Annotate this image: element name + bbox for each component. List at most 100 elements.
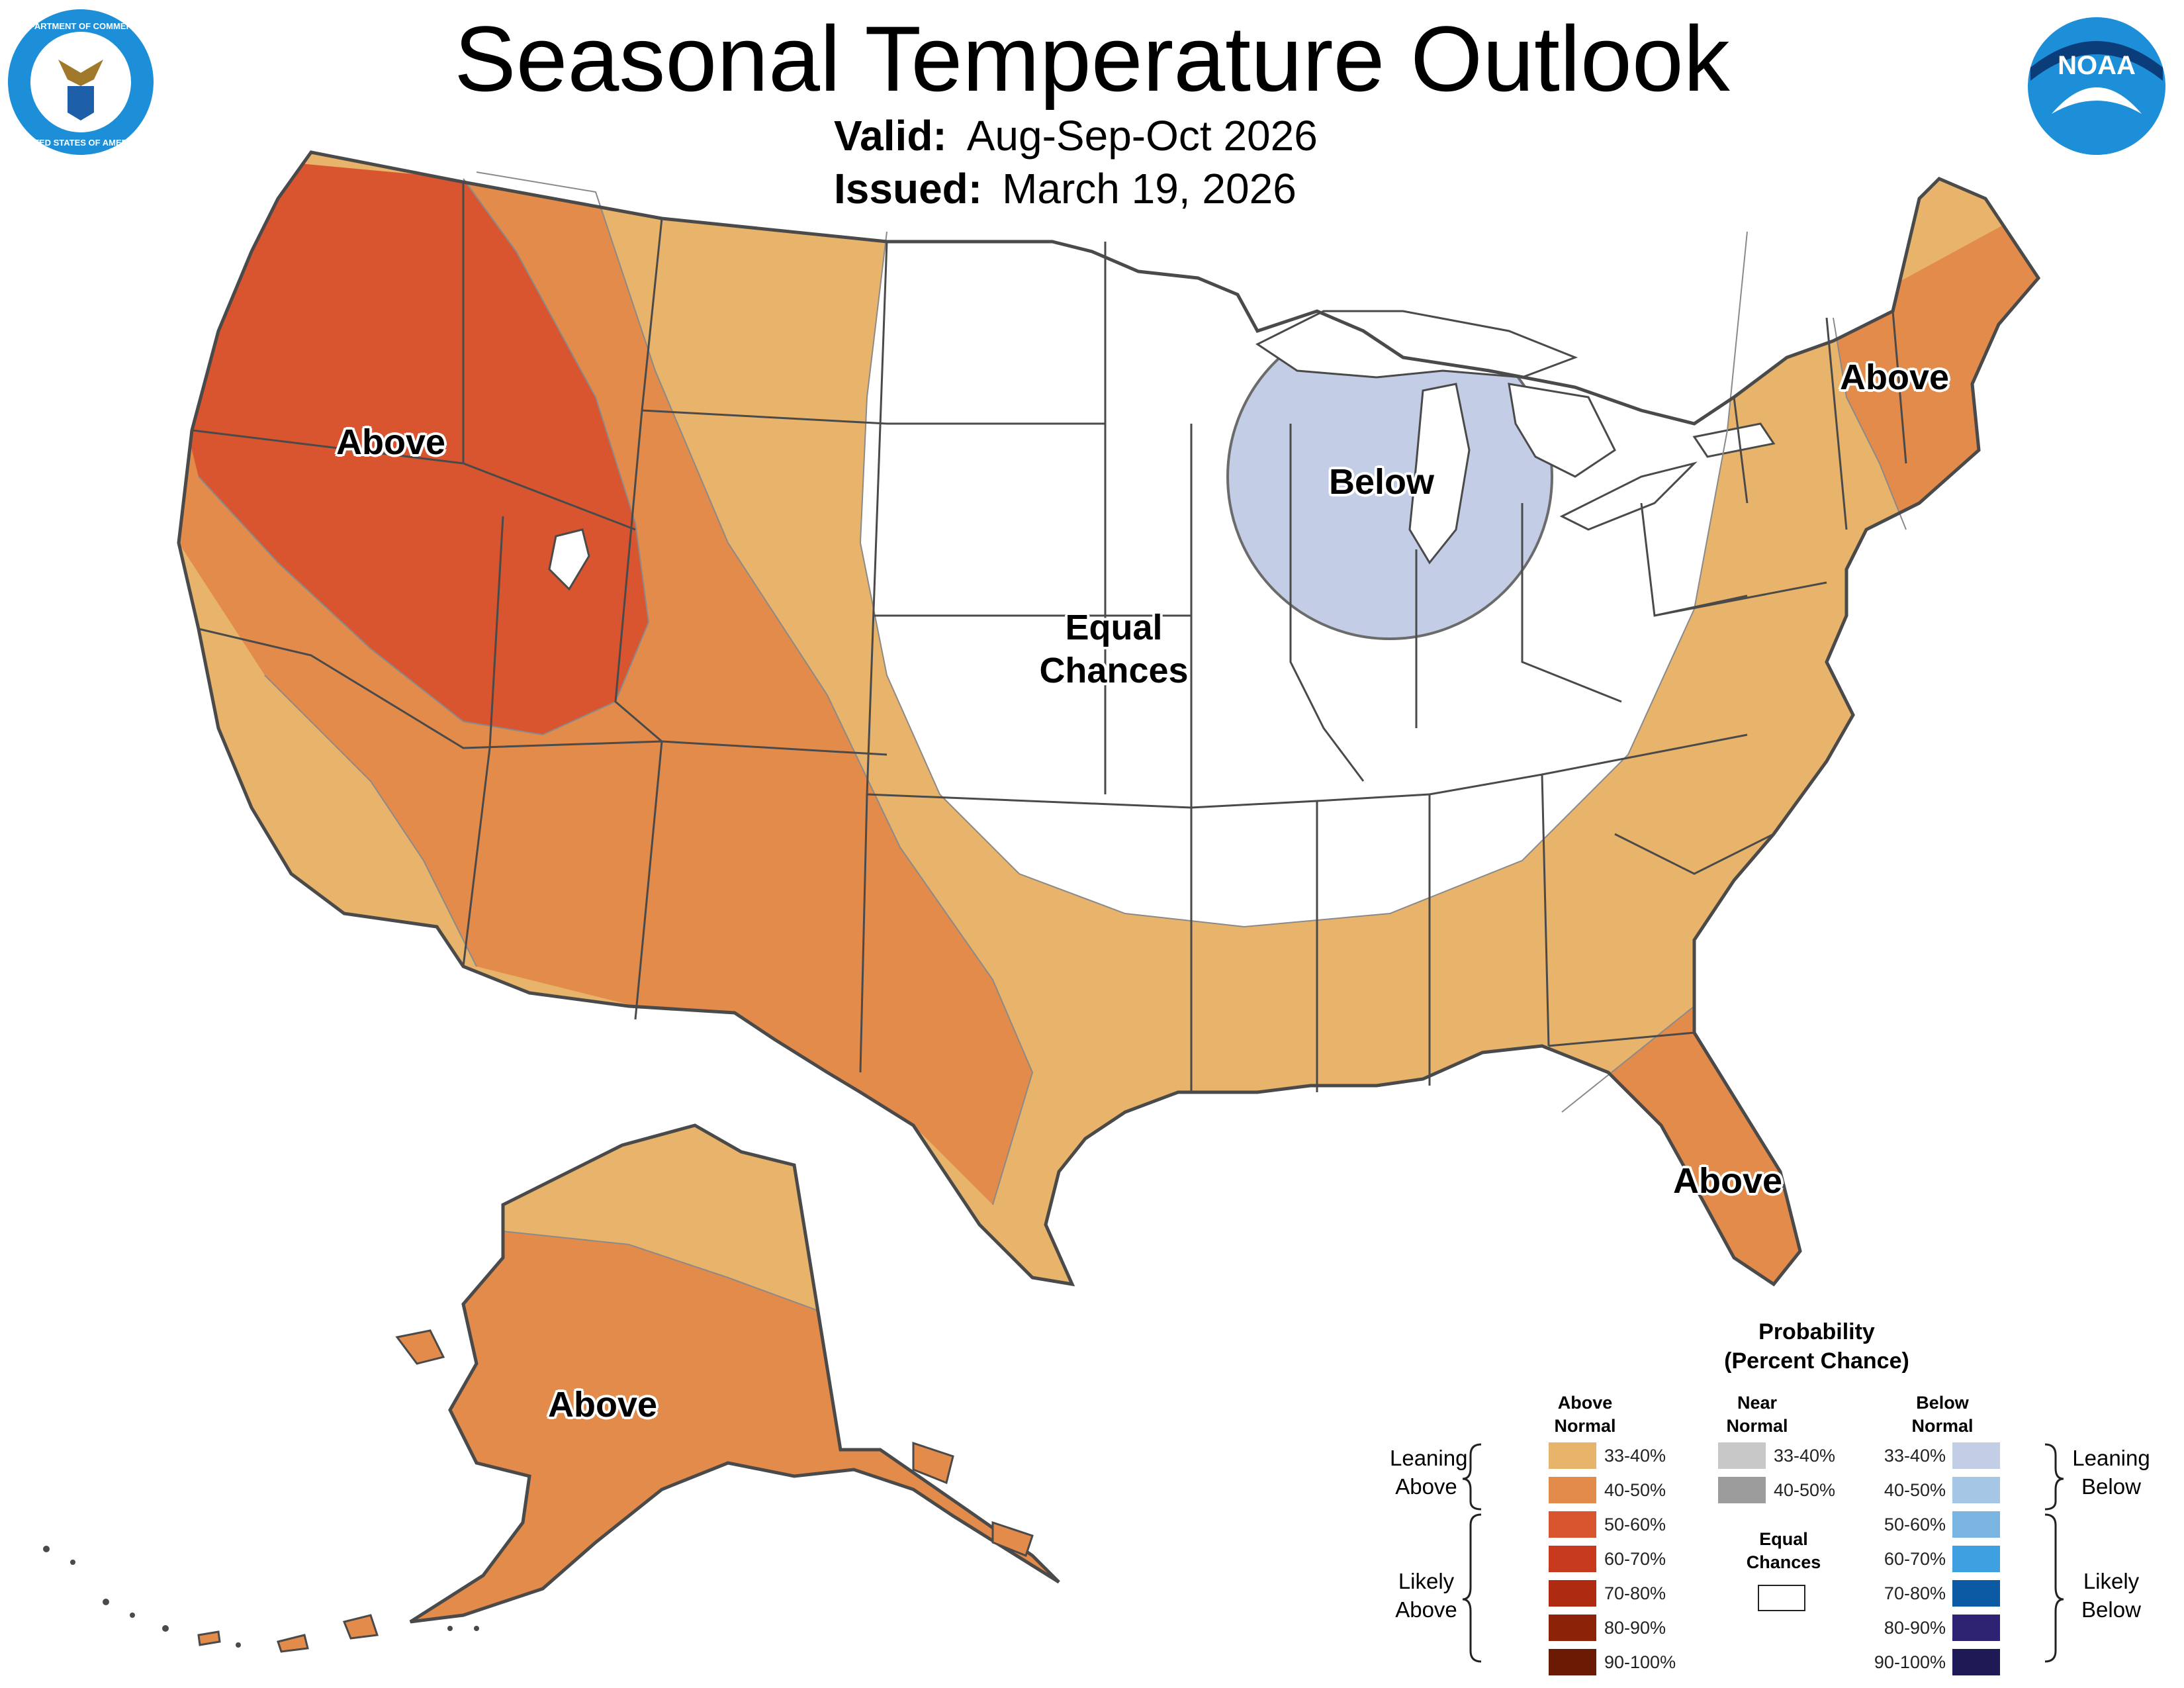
legend-above-row: 60-70%	[1549, 1545, 1666, 1573]
legend-leaning-above: Leaning Above	[1390, 1444, 1468, 1501]
legend-above-row: 90-100%	[1549, 1648, 1676, 1676]
legend-head-above-line2: Normal	[1554, 1416, 1616, 1436]
legend-below-row: 60-70%	[1866, 1545, 2000, 1573]
legend-below-label: 50-60%	[1884, 1514, 1946, 1534]
legend-above-label: 70-80%	[1604, 1583, 1666, 1603]
legend-head-below-line2: Normal	[1911, 1416, 1974, 1436]
legend-above-swatch	[1549, 1442, 1596, 1469]
legend-below-row: 70-80%	[1866, 1579, 2000, 1607]
legend-above-row: 40-50%	[1549, 1476, 1666, 1504]
label-northeast-above: Above	[1840, 357, 1950, 397]
label-equal-line1: Equal	[1065, 608, 1163, 647]
legend-below-row: 40-50%	[1866, 1476, 2000, 1504]
legend-below-swatch	[1952, 1442, 2000, 1469]
eagle-icon	[58, 60, 103, 86]
legend-brace-left	[1462, 1443, 1482, 1663]
legend-above-label: 33-40%	[1604, 1445, 1666, 1466]
great-salt-lake	[548, 528, 590, 591]
conus-outline	[177, 150, 2041, 1287]
legend-above-swatch	[1549, 1546, 1596, 1572]
legend-below-swatch	[1952, 1477, 2000, 1503]
legend-above-swatch	[1549, 1615, 1596, 1641]
legend-head-near: Near Normal	[1707, 1391, 1807, 1438]
issued-label: Issued:	[834, 165, 983, 212]
legend-head-above-line1: Above	[1557, 1393, 1613, 1413]
legend-below-swatch	[1952, 1546, 2000, 1572]
legend-head-near-line1: Near	[1737, 1393, 1778, 1413]
legend-near-row: 33-40%	[1718, 1442, 1835, 1470]
probability-contours	[198, 171, 1907, 1205]
legend-below-label: 33-40%	[1884, 1445, 1946, 1466]
label-great-lakes-below: Below	[1329, 462, 1435, 502]
legend-above-row: 33-40%	[1549, 1442, 1666, 1470]
legend-above-row: 80-90%	[1549, 1614, 1666, 1642]
northwest-50-60-region	[179, 152, 649, 735]
alaska-outline	[409, 1123, 1060, 1624]
legend-below-swatch	[1952, 1580, 2000, 1607]
legend-near-swatch	[1718, 1442, 1766, 1469]
legend-near-row: 40-50%	[1718, 1476, 1835, 1504]
aleutian-islands	[43, 1546, 479, 1648]
lake-huron	[1508, 383, 1616, 478]
legend-below-swatch	[1952, 1615, 2000, 1641]
legend-likely-above-line1: Likely	[1398, 1569, 1455, 1593]
issued-line: Issued: March 19, 2026	[834, 164, 1297, 213]
legend-equal-swatch	[1758, 1585, 1805, 1611]
legend-head-below: Below Normal	[1893, 1391, 1992, 1438]
lake-superior	[1255, 310, 1578, 379]
legend-near-label: 33-40%	[1774, 1445, 1836, 1466]
legend-head-above: Above Normal	[1535, 1391, 1635, 1438]
legend-head-below-line1: Below	[1916, 1393, 1969, 1413]
label-equal-chances: Equal Chances	[1024, 606, 1203, 692]
legend-likely-below-line2: Below	[2081, 1597, 2141, 1622]
seal-text-top: DEPARTMENT OF COMMERCE	[17, 21, 144, 31]
legend-title-line2: (Percent Chance)	[1724, 1348, 1909, 1374]
florida-40-50-region	[1562, 1006, 1827, 1284]
legend-above-label: 40-50%	[1604, 1479, 1666, 1500]
commerce-seal-logo: DEPARTMENT OF COMMERCE UNITED STATES OF …	[8, 9, 154, 155]
legend-title: Probability (Percent Chance)	[1668, 1317, 1966, 1376]
legend-above-row: 50-60%	[1549, 1511, 1666, 1538]
legend-likely-above-line2: Above	[1395, 1597, 1457, 1622]
legend-above-label: 90-100%	[1604, 1652, 1676, 1672]
legend-leaning-above-line2: Above	[1395, 1474, 1457, 1499]
legend-below-row: 80-90%	[1866, 1614, 2000, 1642]
legend-near-label: 40-50%	[1774, 1479, 1836, 1500]
shield-icon	[68, 86, 94, 120]
legend-below-row: 90-100%	[1866, 1648, 2000, 1676]
label-florida-above: Above	[1673, 1161, 1783, 1201]
label-equal-line2: Chances	[1039, 650, 1189, 690]
valid-label: Valid:	[834, 112, 947, 160]
legend-above-swatch	[1549, 1477, 1596, 1503]
legend-below-row: 33-40%	[1866, 1442, 2000, 1470]
legend-likely-below: Likely Below	[2071, 1568, 2151, 1624]
noaa-logo: NOAA	[2025, 15, 2168, 158]
legend-below-label: 70-80%	[1884, 1583, 1946, 1603]
legend-below-label: 90-100%	[1874, 1652, 1946, 1672]
label-northwest-above: Above	[336, 422, 446, 462]
legend-above-label: 80-90%	[1604, 1617, 1666, 1638]
legend-below-swatch	[1952, 1649, 2000, 1675]
valid-line: Valid: Aug-Sep-Oct 2026	[834, 111, 1318, 160]
legend-above-row: 70-80%	[1549, 1579, 1666, 1607]
label-alaska-above: Above	[548, 1385, 658, 1425]
legend-above-swatch	[1549, 1511, 1596, 1538]
gull-icon	[2052, 87, 2142, 114]
noaa-text: NOAA	[2058, 51, 2136, 80]
legend-above-swatch	[1549, 1649, 1596, 1675]
legend-likely-below-line1: Likely	[2083, 1569, 2140, 1593]
legend-title-line1: Probability	[1758, 1319, 1875, 1344]
legend-below-label: 60-70%	[1884, 1548, 1946, 1569]
conus-fill	[179, 152, 2038, 1284]
probability-legend: Probability (Percent Chance) Above Norma…	[1390, 1317, 2184, 1688]
lake-erie	[1559, 461, 1698, 531]
legend-below-swatch	[1952, 1511, 2000, 1538]
legend-near-swatch	[1718, 1477, 1766, 1503]
legend-below-row: 50-60%	[1866, 1511, 2000, 1538]
alaska-islands	[197, 1329, 1034, 1653]
legend-head-near-line2: Normal	[1726, 1416, 1788, 1436]
legend-leaning-below-line2: Below	[2081, 1474, 2141, 1499]
legend-below-label: 80-90%	[1884, 1617, 1946, 1638]
legend-leaning-above-line1: Leaning	[1390, 1446, 1468, 1470]
